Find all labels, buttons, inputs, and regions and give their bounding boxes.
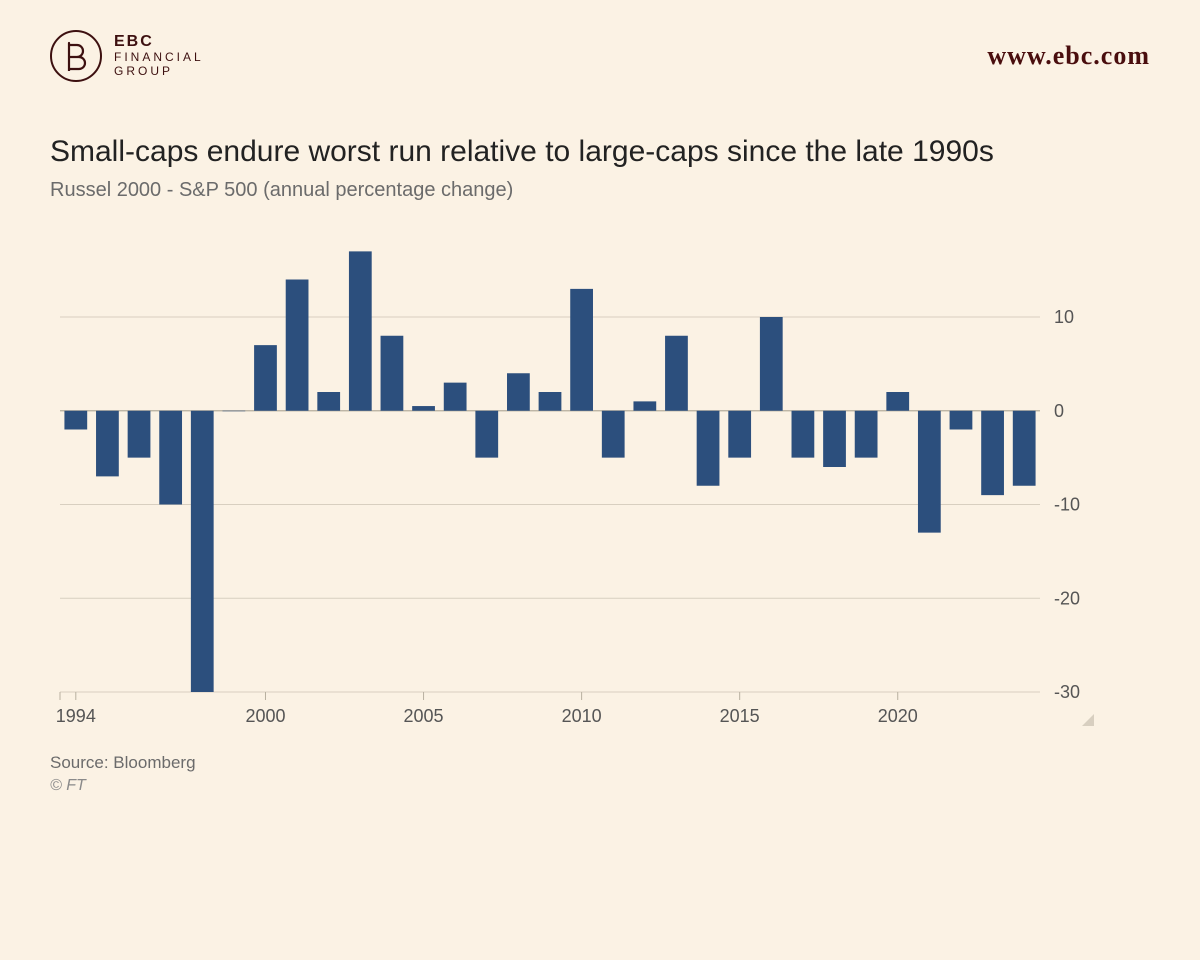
- x-tick-label: 2020: [878, 706, 918, 726]
- bar: [286, 280, 309, 411]
- bar: [254, 345, 277, 411]
- brand-logo: EBC FINANCIAL GROUP: [50, 30, 204, 82]
- bar: [317, 392, 340, 411]
- bar: [602, 411, 625, 458]
- y-tick-label: 0: [1054, 401, 1064, 421]
- chart-subtitle: Russel 2000 - S&P 500 (annual percentage…: [50, 179, 1150, 202]
- bar: [381, 336, 404, 411]
- chart-source: Source: Bloomberg: [50, 753, 1150, 773]
- bar: [981, 411, 1004, 495]
- bar: [855, 411, 878, 458]
- brand-sub1: FINANCIAL: [114, 51, 204, 65]
- bar: [728, 411, 751, 458]
- bar: [349, 251, 372, 410]
- bar: [64, 411, 87, 430]
- x-tick-label: 2015: [720, 706, 760, 726]
- bar: [697, 411, 720, 486]
- bar: [570, 289, 593, 411]
- x-tick-label: 2005: [404, 706, 444, 726]
- bar: [792, 411, 815, 458]
- bar: [128, 411, 151, 458]
- bar: [1013, 411, 1036, 486]
- y-tick-label: -20: [1054, 588, 1080, 608]
- bar: [823, 411, 846, 467]
- bar: [665, 336, 688, 411]
- bar: [412, 406, 435, 411]
- bar: [475, 411, 498, 458]
- y-tick-label: -10: [1054, 495, 1080, 515]
- bar-chart: 10 0 -10 -20 -30 1994 2000 2005 2010 2015 2020: [50, 232, 1100, 732]
- y-tick-label: 10: [1054, 307, 1074, 327]
- bar: [950, 411, 973, 430]
- x-tick-label: 1994: [56, 706, 96, 726]
- bar: [760, 317, 783, 411]
- bar: [539, 392, 562, 411]
- chart-copyright: © FT: [50, 777, 1150, 795]
- bar: [918, 411, 941, 533]
- y-tick-label: -30: [1054, 682, 1080, 702]
- brand-name: EBC: [114, 33, 204, 51]
- bar: [507, 373, 530, 411]
- bar: [96, 411, 119, 477]
- bar: [191, 411, 214, 692]
- bar: [886, 392, 909, 411]
- x-tick-label: 2000: [245, 706, 285, 726]
- site-url: www.ebc.com: [987, 41, 1150, 71]
- corner-mark-icon: [1082, 714, 1094, 726]
- bar: [444, 383, 467, 411]
- brand-sub2: GROUP: [114, 65, 204, 79]
- brand-logo-text: EBC FINANCIAL GROUP: [114, 33, 204, 79]
- brand-logo-icon: [50, 30, 102, 82]
- bar: [633, 401, 656, 410]
- x-tick-label: 2010: [562, 706, 602, 726]
- bar: [159, 411, 182, 505]
- bar: [222, 411, 245, 412]
- chart-title: Small-caps endure worst run relative to …: [50, 132, 1050, 171]
